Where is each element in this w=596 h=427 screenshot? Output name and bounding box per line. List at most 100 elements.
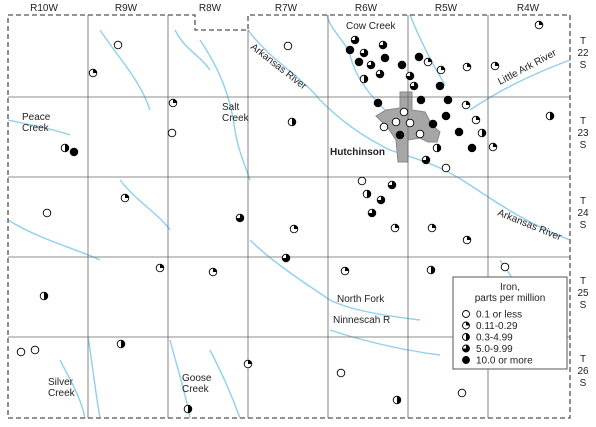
symbol-fill: [388, 181, 396, 189]
symbol-outline: [399, 107, 409, 117]
well-symbol: [167, 128, 177, 138]
symbol-outline: [454, 127, 464, 137]
symbol-outline: [428, 119, 438, 129]
well-symbol: [395, 130, 405, 140]
well-symbol: [414, 52, 424, 62]
well-symbol: [405, 118, 415, 128]
symbol-fill: [482, 129, 486, 137]
well-symbol: [113, 40, 123, 50]
well-symbol: [441, 163, 451, 173]
symbol-fill: [65, 144, 69, 152]
well-symbol: [462, 62, 472, 72]
symbol-outline: [42, 208, 52, 218]
symbol-fill: [395, 224, 399, 228]
symbol-fill: [125, 194, 129, 198]
symbol-fill: [364, 75, 368, 83]
township-label: 23: [577, 128, 589, 139]
symbol-outline: [379, 122, 389, 132]
well-symbol: [289, 224, 299, 234]
symbol-fill: [236, 214, 244, 222]
symbol-fill: [406, 72, 414, 80]
well-symbol: [378, 40, 388, 50]
well-symbol: [340, 266, 350, 276]
legend-label: 0.11-0.29: [476, 321, 518, 332]
well-symbol: [235, 213, 245, 223]
legend: Iron,parts per million 0.1 or less0.11-0.…: [462, 282, 545, 367]
well-symbol: [462, 356, 470, 364]
well-symbol: [387, 180, 397, 190]
well-symbol: [357, 176, 367, 186]
symbol-outline: [30, 345, 40, 355]
well-symbol: [500, 262, 510, 272]
legend-box: [452, 276, 568, 370]
symbol-fill: [462, 345, 470, 353]
county-border: [7, 14, 571, 419]
symbol-fill: [467, 63, 471, 67]
well-symbol: [441, 111, 451, 121]
well-symbol: [426, 265, 436, 275]
symbol-outline: [435, 81, 445, 91]
legend-label: 0.1 or less: [476, 310, 522, 321]
symbol-outline: [405, 118, 415, 128]
symbol-fill: [397, 396, 401, 404]
township-label: T: [580, 354, 586, 365]
symbol-fill: [437, 144, 441, 152]
symbol-fill: [467, 236, 471, 240]
symbol-fill: [422, 156, 430, 164]
well-symbol: [350, 35, 360, 45]
township-label: T: [580, 116, 586, 127]
symbol-outline: [345, 45, 355, 55]
feature-label: Cow Creek: [346, 21, 396, 32]
symbol-fill: [377, 196, 385, 204]
range-label: R9W: [115, 3, 138, 14]
well-symbol: [354, 57, 364, 67]
township-label: T: [580, 276, 586, 287]
symbol-fill: [493, 143, 497, 147]
well-symbol: [183, 404, 193, 414]
range-label: R4W: [517, 3, 540, 14]
well-symbol: [379, 122, 389, 132]
well-symbol: [462, 235, 472, 245]
symbol-outline: [462, 310, 470, 318]
range-label: R6W: [355, 3, 378, 14]
range-label: R10W: [30, 3, 58, 14]
well-symbol: [155, 263, 165, 273]
symbol-outline: [441, 163, 451, 173]
township-label: S: [580, 300, 587, 311]
township-label: T: [580, 36, 586, 47]
well-symbol: [69, 147, 79, 157]
feature-label: Silver: [48, 377, 74, 388]
symbol-fill: [160, 264, 164, 268]
symbol-outline: [457, 388, 467, 398]
feature-label: Ninnescah R: [333, 315, 390, 326]
well-symbol: [30, 345, 40, 355]
well-symbol: [427, 223, 437, 233]
symbol-fill: [292, 118, 296, 126]
well-symbol: [60, 143, 70, 153]
legend-label: 0.3-4.99: [476, 333, 513, 344]
well-symbol: [392, 395, 402, 405]
symbol-outline: [462, 356, 470, 364]
symbol-outline: [283, 41, 293, 51]
symbol-fill: [431, 266, 435, 274]
range-label: R7W: [275, 3, 298, 14]
well-symbol: [545, 111, 555, 121]
well-symbol: [88, 68, 98, 78]
well-symbol: [462, 321, 470, 330]
feature-label: Creek: [222, 113, 250, 124]
feature-label: Peace: [22, 112, 51, 123]
well-symbol: [391, 117, 401, 127]
well-symbol: [367, 208, 377, 218]
symbol-outline: [354, 57, 364, 67]
well-symbol: [390, 223, 400, 233]
symbol-outline: [414, 52, 424, 62]
symbol-fill: [248, 360, 252, 364]
well-symbol: [359, 48, 369, 58]
range-label: R8W: [199, 3, 222, 14]
symbol-fill: [376, 70, 384, 78]
symbol-fill: [466, 322, 470, 326]
feature-label: Goose: [182, 373, 212, 384]
township-label: S: [580, 220, 587, 231]
sample-wells: [16, 20, 564, 414]
feature-label: Creek: [182, 384, 210, 395]
